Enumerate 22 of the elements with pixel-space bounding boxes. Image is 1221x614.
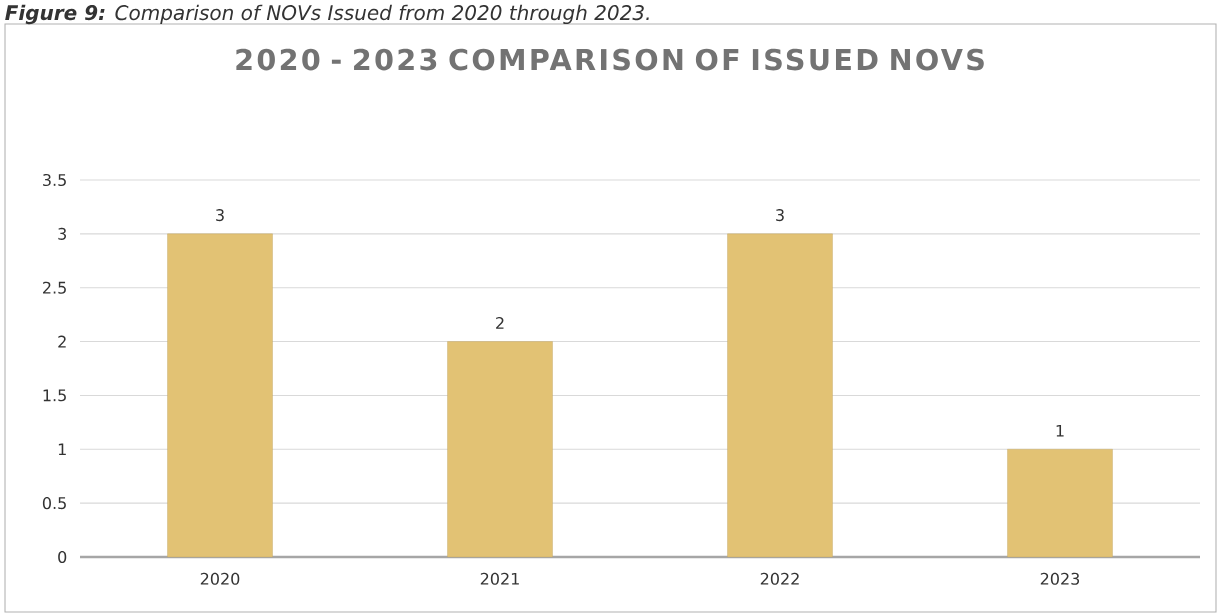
data-label: 1 — [1056, 424, 1064, 437]
data-label: 2 — [496, 316, 504, 329]
y-tick-label: 3.5 — [43, 173, 66, 187]
y-tick-label: 2 — [58, 335, 66, 348]
chart-title: 2020 - 2023 COMPARISON OF ISSUED NOVS — [236, 48, 984, 71]
y-tick-label: 0.5 — [42, 497, 66, 510]
y-tick-label: 0 — [58, 550, 67, 564]
bar — [447, 341, 553, 558]
x-tick-label: 2023 — [1040, 572, 1080, 585]
y-tick-label: 1.5 — [43, 389, 66, 402]
bar — [1007, 449, 1113, 558]
x-tick-label: 2021 — [480, 572, 519, 585]
y-tick-label: 3 — [58, 227, 67, 240]
bar — [727, 233, 833, 558]
text: Figure 9: Comparison of NOVs Issued from 2020 through 2023. — [5, 4, 649, 25]
x-tick-label: 2020 — [200, 572, 240, 585]
data-label: 3 — [216, 209, 224, 222]
y-tick-label: 2.5 — [43, 281, 66, 294]
y-tick-label: 1 — [58, 443, 66, 456]
bar — [167, 233, 273, 558]
data-label: 3 — [776, 209, 784, 222]
x-tick-label: 2022 — [760, 572, 799, 585]
